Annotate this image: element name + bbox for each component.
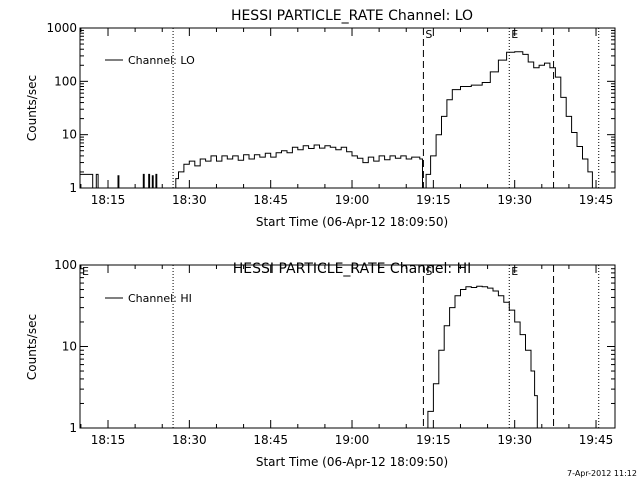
plot-frame xyxy=(79,264,616,429)
y-axis-label: Counts/sec xyxy=(25,314,39,380)
marker-label: E xyxy=(82,265,89,278)
x-tick-label: 19:15 xyxy=(416,433,451,447)
x-axis-label: Start Time (06-Apr-12 18:09:50) xyxy=(256,455,448,469)
x-tick-label: 18:45 xyxy=(253,193,288,207)
chart-title: HESSI PARTICLE_RATE Channel: LO xyxy=(231,8,473,24)
y-tick-label: 10 xyxy=(62,340,77,354)
marker-label: S xyxy=(425,265,432,278)
y-tick-label: 100 xyxy=(54,74,77,88)
x-tick-label: 19:30 xyxy=(497,433,532,447)
y-tick-label: 100 xyxy=(54,258,77,272)
y-tick-labels: 1 10 100 xyxy=(54,258,615,435)
x-tick-label: 18:45 xyxy=(253,433,288,447)
marker-label: S xyxy=(425,28,432,41)
x-tick-label: 19:45 xyxy=(579,433,614,447)
x-tick-label: 19:00 xyxy=(335,433,370,447)
y-tick-label: 1 xyxy=(69,181,77,195)
x-axis-label: Start Time (06-Apr-12 18:09:50) xyxy=(256,215,448,229)
y-axis-label: Counts/sec xyxy=(25,75,39,141)
plot-frame xyxy=(79,27,616,189)
marker-label: E xyxy=(511,265,518,278)
legend-label: Channel: HI xyxy=(128,292,192,305)
legend-label: Channel: LO xyxy=(128,54,195,67)
x-tick-label: 19:30 xyxy=(497,193,532,207)
x-tick-labels: 18:15 18:30 18:45 19:00 19:15 19:30 19:45 xyxy=(80,265,614,447)
x-tick-labels: 18:15 18:30 18:45 19:00 19:15 19:30 19:45 xyxy=(80,28,614,207)
x-tick-label: 18:15 xyxy=(91,433,126,447)
x-tick-label: 18:30 xyxy=(172,193,207,207)
x-tick-label: 18:15 xyxy=(91,193,126,207)
y-tick-label: 1 xyxy=(69,421,77,435)
plot-timestamp: 7-Apr-2012 11:12 xyxy=(567,469,637,478)
x-tick-label: 19:15 xyxy=(416,193,451,207)
marker-label: E xyxy=(511,28,518,41)
x-tick-label: 19:45 xyxy=(579,193,614,207)
y-tick-label: 10 xyxy=(62,128,77,142)
series-line-hi xyxy=(423,285,538,429)
panel-lo: HESSI PARTICLE_RATE Channel: LO 1 10 100 10… xyxy=(25,8,616,229)
series-line-lo xyxy=(80,51,593,189)
x-tick-label: 19:00 xyxy=(335,193,370,207)
y-tick-label: 1000 xyxy=(46,21,77,35)
x-tick-label: 18:30 xyxy=(172,433,207,447)
y-tick-labels: 1 10 100 1000 xyxy=(46,21,615,195)
